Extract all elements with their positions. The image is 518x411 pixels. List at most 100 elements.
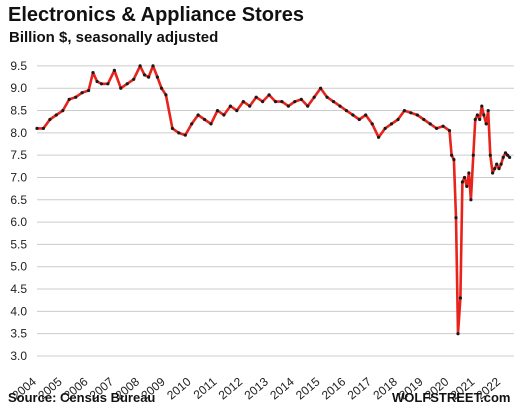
data-point [151,64,155,68]
data-point [344,109,348,113]
data-point [299,97,303,101]
data-point [469,198,473,202]
series-layer [35,64,512,336]
data-point [462,175,467,180]
data-point [280,100,284,104]
y-tick-label: 8.0 [10,126,27,140]
data-point [491,171,495,175]
data-point [261,100,265,104]
chart-title: Electronics & Appliance Stores [8,4,305,26]
data-point [503,151,508,155]
data-point [493,167,497,171]
data-point [364,113,368,117]
data-point [80,91,84,95]
data-point [254,95,258,99]
data-point [95,79,99,84]
data-point [409,111,413,115]
chart-subtitle: Billion $, seasonally adjusted [9,29,219,46]
data-point [35,126,39,130]
data-point [319,86,323,90]
y-tick-label: 8.5 [10,104,27,118]
data-point [138,64,142,68]
data-point [357,117,361,122]
data-point [454,216,458,220]
y-tick-label: 7.5 [10,148,27,162]
data-point [338,104,342,108]
data-point [370,122,374,126]
data-point [331,100,336,104]
data-point [415,113,419,117]
data-point [190,122,194,126]
data-point [467,171,471,175]
data-point [452,158,456,162]
data-point [106,82,110,86]
data-point [447,129,452,133]
data-point [155,75,159,79]
data-point [497,167,501,171]
grid-lines [37,65,514,357]
data-point [241,100,245,104]
data-point [91,71,95,75]
data-point [125,82,129,86]
data-point [74,95,78,99]
data-point [441,124,445,128]
data-point [112,68,116,72]
y-tick-label: 6.0 [10,215,27,229]
data-point [482,113,486,117]
data-point [293,100,297,104]
x-tick-label: 2010 [164,374,194,402]
data-point [499,162,503,166]
data-point [209,122,213,126]
data-point [495,162,499,166]
data-point [465,184,469,188]
data-point [170,126,174,130]
data-point [422,117,426,122]
data-point [222,113,226,117]
y-tick-label: 7.0 [10,170,27,184]
x-tick-label: 2017 [345,374,375,402]
data-point [267,93,271,97]
data-point [435,126,439,130]
data-point [177,131,181,135]
data-point [164,93,168,97]
data-point [87,88,91,93]
data-point [488,153,492,157]
data-point [383,126,387,130]
data-point [475,113,479,117]
data-point [142,73,147,77]
data-point [67,97,71,101]
data-point [478,117,482,122]
y-tick-label: 4.0 [10,304,27,318]
data-point [389,122,394,126]
data-point [501,155,505,159]
y-tick-label: 4.5 [10,282,27,296]
x-tick-label: 2013 [242,374,272,402]
data-point [458,296,462,300]
data-point [286,104,290,108]
data-point [351,113,355,117]
brand-label: WOLFSTREET.com [392,390,511,405]
data-point [486,109,490,113]
data-point [228,104,232,108]
x-tick-label: 2014 [267,374,297,402]
y-tick-label: 3.0 [10,349,27,363]
x-tick-label: 2015 [293,374,323,402]
data-point [450,153,454,157]
data-point [402,109,406,113]
data-point [471,153,475,157]
data-point [325,95,329,99]
data-point [203,117,207,122]
data-point [183,133,187,137]
y-tick-label: 6.5 [10,193,27,207]
data-point [61,109,65,113]
data-point [480,104,484,108]
x-tick-label: 2012 [216,374,246,402]
data-point [196,113,200,117]
y-tick-label: 5.0 [10,260,27,274]
data-point [312,95,316,99]
data-point [506,153,510,157]
x-tick-label: 2011 [191,374,220,402]
data-point [235,109,239,113]
data-point [159,86,164,90]
